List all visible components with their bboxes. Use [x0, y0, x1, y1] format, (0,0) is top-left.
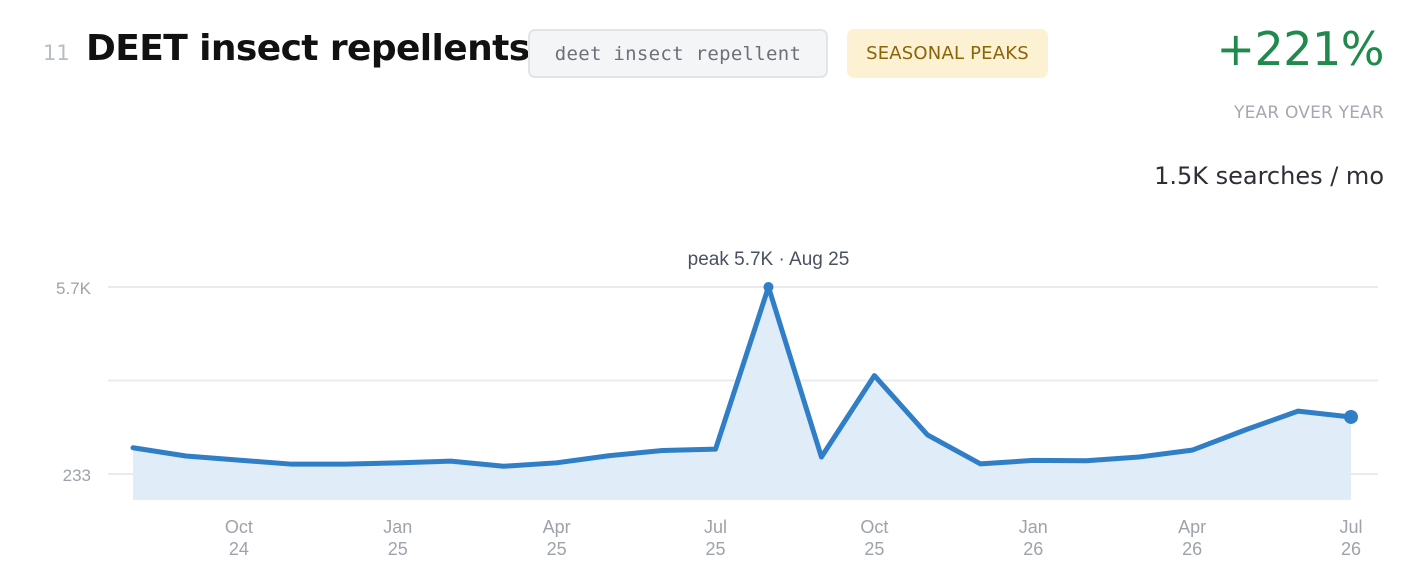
search-volume: 1.5K searches / mo — [1154, 162, 1384, 190]
x-tick-year: 25 — [388, 539, 408, 559]
rank-number: 11 — [43, 41, 70, 65]
x-tick-month: Oct — [225, 517, 253, 537]
x-tick-year: 24 — [229, 539, 249, 559]
x-tick-year: 25 — [864, 539, 884, 559]
x-tick-month: Jan — [1019, 517, 1048, 537]
x-tick-month: Apr — [543, 517, 571, 537]
keyword-chip[interactable]: deet insect repellent — [528, 29, 828, 78]
growth-label: YEAR OVER YEAR — [1233, 103, 1384, 123]
data-point — [763, 282, 774, 292]
x-tick-month: Jan — [383, 517, 412, 537]
x-tick-month: Jul — [1339, 517, 1362, 537]
y-tick-label: 233 — [63, 466, 91, 485]
peak-annotation: peak 5.7K · Aug 25 — [688, 249, 850, 270]
y-tick-label: 5.7K — [56, 279, 92, 298]
x-tick-month: Oct — [860, 517, 888, 537]
x-tick-year: 25 — [547, 539, 567, 559]
x-tick-year: 26 — [1341, 539, 1361, 559]
x-tick-month: Jul — [704, 517, 727, 537]
growth-percentage: +221% — [1216, 22, 1384, 76]
x-tick-month: Apr — [1178, 517, 1206, 537]
area-fill — [133, 287, 1351, 500]
data-point — [1344, 409, 1358, 424]
x-tick-year: 25 — [706, 539, 726, 559]
seasonal-badge: SEASONAL PEAKS — [847, 29, 1048, 78]
x-tick-year: 26 — [1023, 539, 1043, 559]
x-tick-year: 26 — [1182, 539, 1202, 559]
series-line — [130, 284, 1354, 469]
page-title: DEET insect repellents — [86, 28, 530, 69]
